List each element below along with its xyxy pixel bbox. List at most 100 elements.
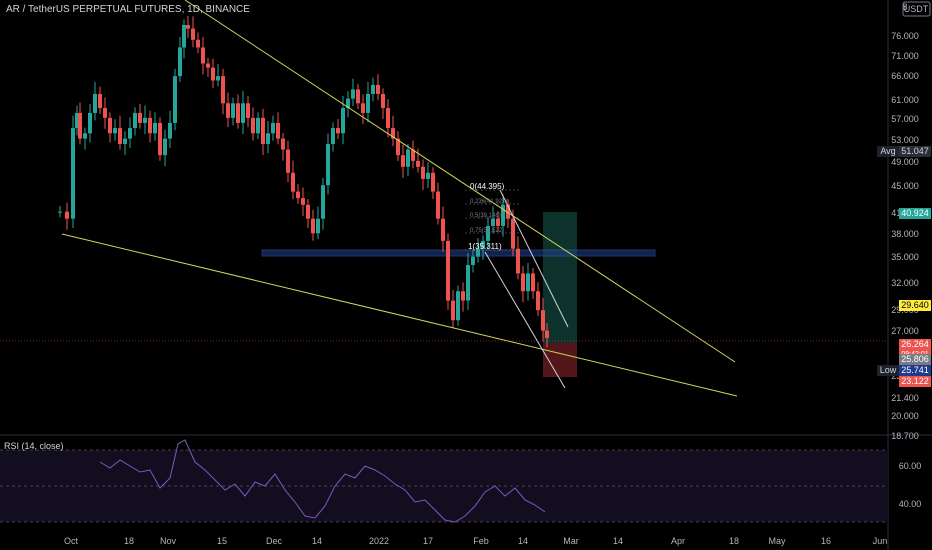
candle-body [143, 117, 147, 123]
candle-body [83, 133, 87, 139]
candle-body [496, 218, 500, 226]
time-tick-label: 14 [312, 536, 322, 546]
badge-label: Avg [880, 146, 895, 156]
candle-body [466, 264, 470, 301]
candle-body [436, 191, 440, 219]
candle-body [346, 98, 350, 109]
price-badge [899, 376, 931, 387]
price-badge [899, 208, 931, 219]
candle-body [306, 204, 310, 219]
candle-body [182, 24, 186, 48]
candle-body [451, 300, 455, 321]
price-tick-label: 53.000 [891, 135, 919, 145]
candle-body [381, 93, 385, 109]
candle-body [356, 89, 360, 104]
price-badge [899, 300, 931, 311]
time-tick-label: 16 [821, 536, 831, 546]
candle-body [516, 248, 520, 274]
price-tick-label: 20.000 [891, 411, 919, 421]
candle-body [536, 291, 540, 311]
candle-body [311, 218, 315, 234]
candle-body [256, 117, 260, 134]
candle-body [421, 166, 425, 179]
candle-body [133, 112, 137, 129]
price-badge-value: 25.806 [901, 354, 929, 364]
candle-body [173, 76, 177, 123]
candle-body [326, 144, 330, 186]
candle-body [391, 128, 395, 139]
candle-body [511, 218, 515, 249]
time-tick-label: Oct [64, 536, 79, 546]
candle-body [178, 47, 182, 77]
candle-body [113, 128, 117, 134]
candle-body [521, 273, 525, 292]
candle-body [456, 291, 460, 321]
price-tick-label: 45.000 [891, 181, 919, 191]
rsi-line [99, 439, 546, 523]
candle-body [206, 63, 210, 68]
candle-body [88, 112, 92, 134]
rsi-tick-label: 40.00 [899, 499, 922, 509]
rsi-label: RSI (14, close) [4, 441, 64, 451]
candle-body [163, 138, 167, 156]
candle-body [526, 273, 530, 292]
fib-level-label: 0.75(36.522) [470, 228, 504, 234]
candle-body [316, 218, 320, 234]
candle-body [481, 240, 485, 249]
candle-body [296, 191, 300, 199]
candle-body [371, 84, 375, 94]
candle-body [78, 112, 82, 139]
candle-body [501, 204, 505, 226]
candle-body [251, 117, 255, 134]
price-tick-label: 8 [902, 2, 907, 12]
candle-body [545, 330, 549, 339]
candle-body [531, 273, 535, 292]
upper-trendline [184, 0, 736, 363]
lower-trendline [61, 233, 738, 397]
candle-body [71, 128, 75, 219]
price-badge-value: 40.924 [901, 208, 929, 218]
badge-label-bg [877, 146, 899, 157]
price-tick-label: 66.000 [891, 71, 919, 81]
candle-body [351, 89, 355, 99]
channel-line-upper [499, 189, 569, 328]
price-tick-label: 32.000 [891, 278, 919, 288]
candle-body [65, 211, 69, 219]
candle-body [471, 256, 475, 265]
candle-body [431, 172, 435, 192]
candle-body [426, 172, 430, 179]
candle-body [148, 117, 152, 134]
time-tick-label: May [768, 536, 786, 546]
price-tick-label: 27.000 [891, 326, 919, 336]
price-badge-value: 23.122 [901, 376, 929, 386]
candle-body [246, 103, 250, 118]
time-tick-label: Jun [873, 536, 888, 546]
candle-body [226, 103, 230, 118]
time-tick-label: Apr [671, 536, 685, 546]
candle-body [236, 103, 240, 123]
time-tick-label: 15 [217, 536, 227, 546]
time-tick-label: 18 [124, 536, 134, 546]
candle-body [138, 112, 142, 123]
resistance-zone [261, 249, 656, 257]
candle-body [186, 24, 190, 29]
candle-body [128, 128, 132, 139]
candle-body [386, 108, 390, 129]
price-badge-value: 29.640 [901, 300, 929, 310]
candle-body [271, 122, 275, 134]
candle-body [486, 225, 490, 241]
price-tick-label: 71.000 [891, 51, 919, 61]
candle-body [321, 185, 325, 219]
candle-body [216, 76, 220, 81]
candle-body [401, 155, 405, 167]
candle-body [396, 138, 400, 156]
currency-badge [902, 1, 931, 17]
candle-body [366, 93, 370, 113]
time-tick-label: Dec [266, 536, 283, 546]
time-tick-label: 2022 [369, 536, 389, 546]
candle-body [341, 108, 345, 134]
candle-body [541, 310, 545, 331]
price-badge [899, 354, 931, 365]
candle-body [58, 211, 62, 213]
